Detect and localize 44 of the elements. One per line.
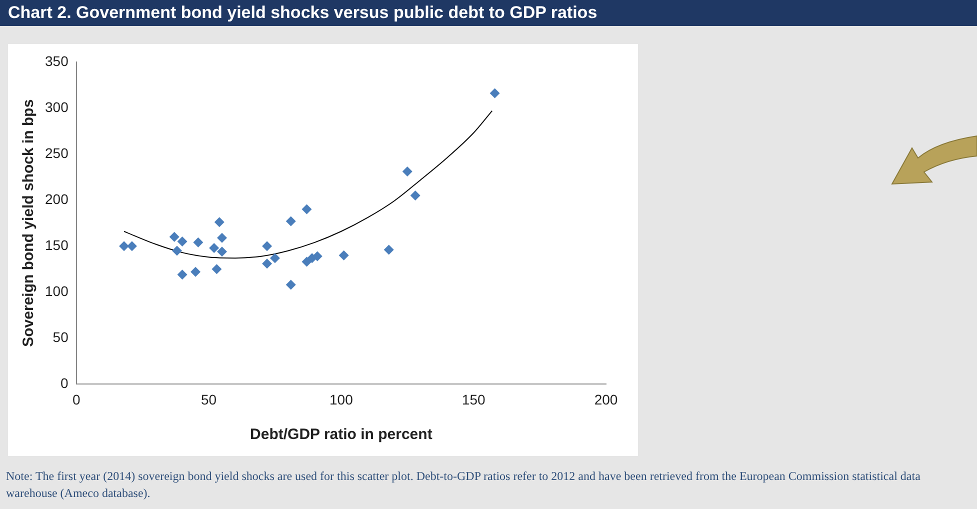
point [177,236,188,247]
point [177,270,188,280]
y-tick-label: 300 [45,98,69,115]
point [214,217,224,228]
y-tick-label: 200 [45,190,69,207]
x-tick-label: 200 [594,391,618,408]
y-tick-label: 350 [45,52,69,69]
point [217,246,228,257]
text: Note: The first year (2014) sovereign bond yield shocks are used for this scatter plot. Debt-to-GDP ratios refer to 2012 and have been retrieved from the European Commission statistical data warehouse (Ameco database). [6,468,922,502]
point [193,237,204,248]
chart-title: Chart 2. Government bond yield shocks versus public debt to GDP ratios [0,0,977,26]
point [169,232,180,242]
point [312,251,322,262]
point [119,241,130,252]
y-axis-title: Sovereign bond yield shock in bps [20,99,38,347]
point [126,241,137,252]
point [410,190,420,200]
point [270,253,280,264]
point [490,88,500,98]
line-series [124,110,493,259]
y-tick-label: 250 [45,144,69,161]
x-axis-title: Debt/GDP ratio in percent [250,426,432,444]
y-tick-label: 50 [52,329,69,346]
point [212,264,222,274]
y-tick-label: 150 [45,236,69,253]
point [172,246,182,256]
x-tick-label: 0 [72,391,80,408]
x-tick-label: 50 [200,391,217,408]
point [402,166,412,177]
point [302,204,312,214]
point [262,258,272,269]
point [384,244,394,255]
x-tick-label: 150 [462,391,486,408]
point [286,216,296,226]
point [338,250,349,260]
point [262,241,272,252]
point [209,242,220,253]
point [190,266,201,277]
x-tick-label: 100 [330,391,354,408]
point [217,232,228,243]
y-tick-label: 0 [60,375,69,392]
y-tick-label: 100 [45,283,69,299]
point [286,280,296,290]
point [302,256,312,267]
